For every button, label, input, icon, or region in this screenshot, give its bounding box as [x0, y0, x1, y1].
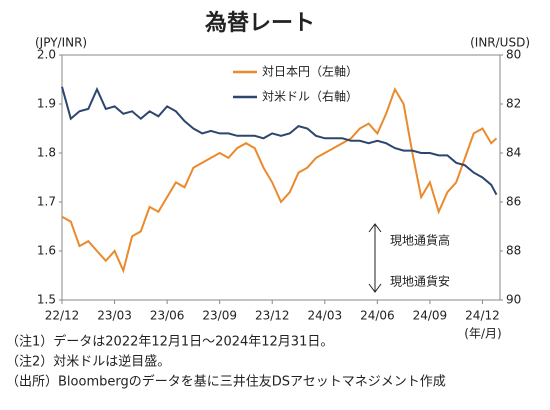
legend-label: 対日本円（左軸） — [262, 64, 358, 79]
y2-tick-label: 86 — [506, 195, 521, 209]
y2-tick-label: 80 — [506, 48, 521, 62]
x-unit-label: (年/月) — [464, 327, 501, 341]
x-tick-label: 24/06 — [360, 309, 395, 323]
y2-axis-label: (INR/USD) — [470, 36, 530, 50]
y-tick-label: 1.9 — [37, 97, 56, 111]
note: （注2）対米ドルは逆目盛。 — [6, 354, 170, 370]
x-tick-label: 24/09 — [413, 309, 448, 323]
y2-tick-label: 90 — [506, 293, 521, 307]
arrow-heads — [368, 223, 382, 293]
y-axis-label: (JPY/INR) — [35, 36, 87, 50]
note: （注1）データは2022年12月1日～2024年12月31日。 — [6, 334, 333, 350]
y-tick-label: 1.8 — [37, 146, 56, 160]
plot-frame — [61, 54, 501, 301]
series-line — [61, 86, 498, 274]
annotation: 現地通貨高 — [390, 233, 450, 248]
x-tick-label: 22/12 — [45, 309, 80, 323]
y-tick-label: 2.0 — [37, 48, 56, 62]
series-line — [61, 86, 498, 196]
x-tick-label: 24/03 — [308, 309, 343, 323]
legend-label: 対米ドル（右軸） — [262, 89, 358, 104]
note: （出所）Bloombergのデータを基に三井住友DSアセットマネジメント作成 — [6, 374, 446, 390]
y2-tick-label: 84 — [506, 146, 521, 160]
y-tick-label: 1.5 — [37, 293, 56, 307]
y2-tick-label: 82 — [506, 97, 521, 111]
x-tick-label: 24/12 — [465, 309, 500, 323]
x-tick-label: 23/06 — [150, 309, 185, 323]
y-tick-label: 1.6 — [37, 244, 56, 258]
annotation: 現地通貨安 — [390, 274, 450, 289]
y2-tick-label: 88 — [506, 244, 521, 258]
x-tick-label: 23/12 — [255, 309, 290, 323]
chart-title: 為替レート — [205, 10, 315, 36]
x-tick-label: 23/09 — [202, 309, 237, 323]
y-tick-label: 1.7 — [37, 195, 56, 209]
x-tick-label: 23/03 — [97, 309, 132, 323]
